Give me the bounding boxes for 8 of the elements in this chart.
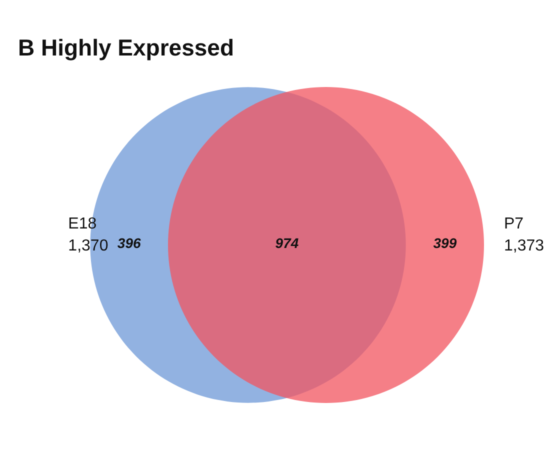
data-label: 1,373	[504, 238, 544, 254]
text: B Highly Expressed	[18, 34, 234, 60]
data-label: 1,370	[68, 238, 108, 254]
category-label: P7	[504, 216, 524, 232]
category-label: E18	[68, 216, 97, 232]
text: 396	[117, 235, 141, 251]
text: 399	[433, 235, 457, 251]
text: 974	[275, 235, 299, 251]
